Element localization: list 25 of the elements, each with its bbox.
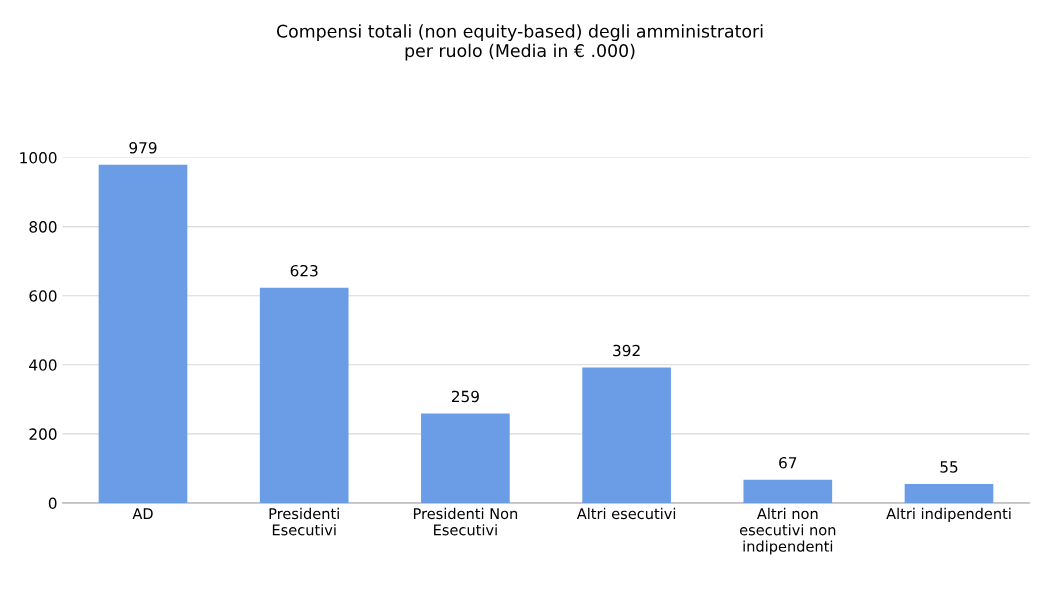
x-tick-label: Altri non esecutivi non indipendenti [739, 507, 836, 555]
x-tick-label: Presidenti Esecutivi [269, 507, 339, 536]
y-tick-label: 400 [29, 359, 57, 371]
x-tick-label: AD [132, 508, 153, 519]
chart-title: Compensi totali (non equity-based) degli amministratori per ruolo (Media in € .000) [276, 24, 763, 61]
y-tick-label: 1000 [20, 152, 57, 164]
x-tick-label: Altri indipendenti [886, 507, 1011, 522]
data-label: 392 [613, 344, 640, 357]
bar [259, 287, 349, 503]
data-label: 67 [779, 456, 797, 469]
bar [421, 413, 510, 503]
data-label: 259 [451, 390, 479, 403]
data-label: 55 [940, 461, 958, 473]
x-tick-label: Altri esecutivi [576, 507, 676, 520]
x-tick-label: Presidenti Non Esecutivi [413, 507, 518, 536]
y-tick-label: 800 [29, 221, 57, 233]
y-tick-label: 600 [29, 290, 57, 302]
y-tick-label: 0 [48, 497, 57, 509]
data-label: 979 [129, 141, 157, 154]
bar [98, 164, 188, 503]
bar [904, 483, 994, 503]
bar [582, 367, 671, 503]
y-tick-label: 200 [29, 428, 57, 440]
bar [743, 479, 833, 503]
data-label: 623 [290, 264, 318, 277]
